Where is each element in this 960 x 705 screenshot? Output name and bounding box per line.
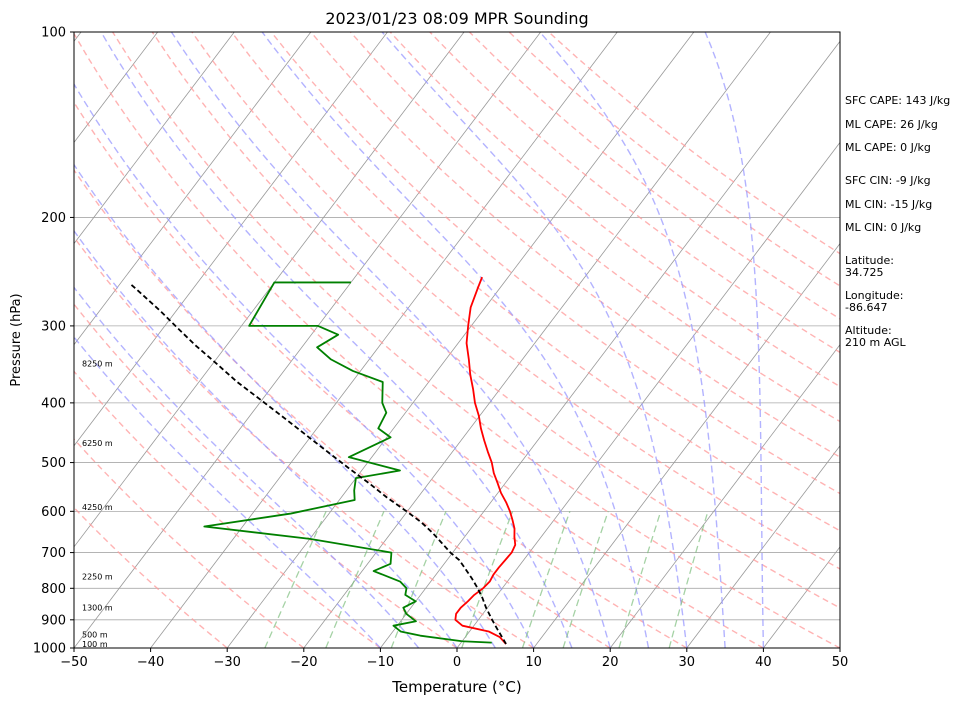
dry-adiabat-line [74, 506, 228, 648]
isotherm-line [0, 32, 4, 648]
isotherm-line [74, 32, 159, 144]
x-tick-label: 40 [755, 655, 772, 670]
y-tick-label: 300 [41, 319, 66, 334]
x-axis-title: Temperature (°C) [391, 678, 521, 696]
moist-adiabat-line [170, 32, 611, 648]
y-tick-label: 200 [41, 211, 66, 226]
isotherm-line [74, 32, 465, 548]
longitude-text: Longitude: -86.647 [845, 289, 904, 314]
y-axis-title: Pressure (hPa) [9, 293, 24, 386]
latitude-text: Latitude: 34.725 [845, 254, 894, 279]
x-tick-label: −10 [367, 655, 394, 670]
ml-cin-text-2: ML CIN: 0 J/kg [845, 221, 922, 234]
dry-adiabat-line [74, 236, 534, 648]
plot-frame [73, 31, 841, 649]
dry-adiabat-line [230, 32, 840, 532]
x-tick-label: 20 [602, 655, 619, 670]
y-tick-label: 700 [41, 546, 66, 561]
dry-adiabat-line [74, 101, 688, 648]
moist-adiabat-line [74, 286, 420, 648]
ml-cape-text-2: ML CAPE: 0 J/kg [845, 141, 931, 154]
y-tick-label: 1000 [33, 642, 66, 657]
sfc-cin-text: SFC CIN: -9 J/kg [845, 174, 931, 187]
moist-adiabat-line [74, 82, 535, 648]
isotherm-line [74, 32, 388, 447]
y-tick-label: 800 [41, 582, 66, 597]
dry-adiabat-line [74, 303, 458, 648]
height-label: 6250 m [82, 439, 113, 448]
isotherm-line [74, 32, 312, 346]
isotherm-line [74, 32, 235, 245]
dry-adiabat-line [429, 32, 840, 354]
dry-adiabat-line [191, 32, 840, 570]
mixing-ratio-line [618, 511, 662, 648]
dry-adiabat-line [151, 32, 840, 609]
isotherm-line [609, 344, 840, 648]
dry-adiabat-line [468, 32, 840, 320]
moist-adiabat-line [74, 336, 381, 648]
ml-cin-text: ML CIN: -15 J/kg [845, 198, 933, 211]
mixing-ratio-line [668, 511, 709, 648]
dry-adiabat-line [270, 32, 840, 495]
isotherm-line [533, 242, 840, 648]
isotherm-line [303, 32, 771, 648]
parcel-line [130, 283, 507, 645]
x-tick-label: −50 [60, 655, 87, 670]
isotherm-line [456, 141, 840, 648]
mixing-ratio-line [390, 511, 447, 648]
isotherm-line [150, 32, 618, 648]
height-label: 4250 m [82, 503, 113, 512]
y-tick-label: 500 [41, 456, 66, 471]
temperature-line [454, 276, 517, 645]
y-tick-label: 900 [41, 613, 66, 628]
y-tick-label: 600 [41, 505, 66, 520]
x-tick-label: 30 [679, 655, 696, 670]
dry-adiabat-line [74, 370, 381, 648]
moist-adiabat-line [539, 32, 726, 648]
x-tick-label: −40 [137, 655, 164, 670]
chart-title: 2023/01/23 08:09 MPR Sounding [325, 9, 588, 28]
isotherm-line [380, 40, 840, 648]
x-tick-label: 10 [525, 655, 542, 670]
x-tick-label: 0 [453, 655, 461, 670]
mixing-ratio-line [521, 511, 571, 648]
x-tick-label: 50 [832, 655, 849, 670]
y-tick-label: 100 [41, 26, 66, 41]
height-label: 2250 m [82, 572, 113, 581]
ml-cape-text: ML CAPE: 26 J/kg [845, 118, 938, 131]
dry-adiabat-line [74, 438, 305, 648]
moist-adiabat-line [74, 229, 458, 648]
moist-adiabat-line [704, 32, 765, 648]
sfc-cape-text: SFC CAPE: 143 J/kg [845, 94, 951, 107]
mixing-ratio-line [461, 511, 514, 648]
mixing-ratio-line [562, 511, 609, 648]
moist-adiabat-line [100, 32, 573, 648]
dewpoint-line [203, 281, 492, 644]
isotherm-line [74, 32, 542, 648]
dry-adiabat-line [74, 168, 611, 648]
dry-adiabat-line [508, 32, 840, 287]
isotherm-line [686, 445, 840, 648]
dry-adiabat-line [112, 32, 840, 648]
height-label: 1300 m [82, 604, 113, 613]
dry-adiabat-line [310, 32, 840, 458]
isotherm-line [226, 32, 695, 648]
height-label: 8250 m [82, 359, 113, 368]
dry-adiabat-line [74, 32, 764, 648]
y-tick-label: 400 [41, 396, 66, 411]
moist-adiabat-line [261, 32, 650, 648]
mixing-ratio-line [264, 511, 327, 648]
altitude-text: Altitude: 210 m AGL [845, 324, 906, 349]
x-tick-label: −20 [290, 655, 317, 670]
x-tick-label: −30 [213, 655, 240, 670]
height-label: 100 m [82, 640, 108, 649]
moist-adiabat-line [381, 32, 688, 648]
height-label: 500 m [82, 630, 108, 639]
